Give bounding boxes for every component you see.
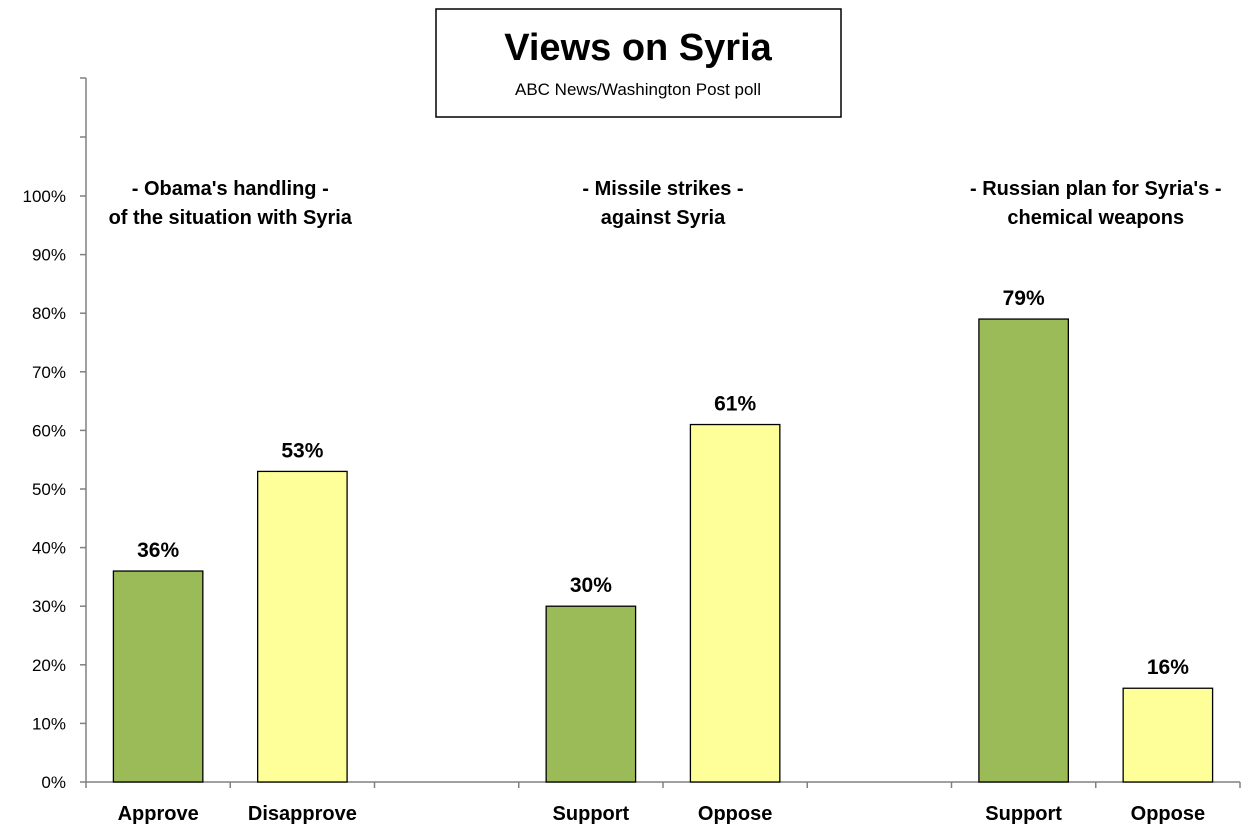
x-ticks: [85, 782, 1241, 788]
category-label: Support: [985, 803, 1062, 825]
bar-value-label: 53%: [281, 439, 323, 462]
category-label: Oppose: [698, 803, 772, 825]
y-tick-label: 60%: [32, 421, 66, 440]
group-label: - Obama's handling -: [132, 178, 329, 200]
chart-subtitle: ABC News/Washington Post poll: [515, 80, 761, 99]
y-tick-label: 40%: [32, 539, 66, 558]
y-tick-label: 70%: [32, 363, 66, 382]
y-tick-label: 80%: [32, 304, 66, 323]
title-box-frame: [435, 8, 842, 118]
bar-oppose: [689, 423, 781, 783]
y-tick-label: 20%: [32, 656, 66, 675]
bar-value-label: 61%: [714, 393, 756, 416]
y-ticks: 0% 10% 20% 30% 40% 50% 60% 70% 80% 90% 100%: [23, 77, 86, 792]
y-tick-label: 100%: [23, 187, 66, 206]
bar-approve: [112, 570, 204, 783]
bar-value-label: 36%: [137, 539, 179, 562]
bar-value-label: 79%: [1003, 287, 1045, 310]
value-labels: 36% 53% 30% 61% 79% 16%: [137, 287, 1189, 679]
chart-title: Views on Syria: [504, 27, 772, 69]
bars: [112, 318, 1214, 783]
y-tick-label: 50%: [32, 480, 66, 499]
bar-value-label: 30%: [570, 574, 612, 597]
group-label: of the situation with Syria: [109, 207, 353, 229]
category-label: Oppose: [1131, 803, 1205, 825]
title-box: Views on Syria ABC News/Washington Post …: [435, 8, 842, 118]
category-label: Disapprove: [248, 803, 357, 825]
bar-value-label: 16%: [1147, 656, 1189, 679]
y-tick-label: 0%: [41, 773, 66, 792]
group-labels: - Obama's handling - of the situation wit…: [109, 178, 1222, 229]
group-label: - Missile strikes -: [582, 178, 743, 200]
bar-oppose: [1122, 687, 1214, 783]
group-label: against Syria: [601, 207, 726, 229]
y-tick-label: 90%: [32, 246, 66, 265]
category-label: Approve: [118, 803, 199, 825]
bar-disapprove: [257, 470, 348, 783]
y-tick-label: 10%: [32, 714, 66, 733]
group-label: chemical weapons: [1007, 207, 1184, 229]
category-label: Support: [553, 803, 630, 825]
bar-support: [978, 318, 1069, 783]
bar-support: [545, 605, 637, 783]
group-label: - Russian plan for Syria's -: [970, 178, 1221, 200]
y-tick-label: 30%: [32, 597, 66, 616]
category-labels: Approve Disapprove Support Oppose Support Opp…: [118, 803, 1206, 825]
